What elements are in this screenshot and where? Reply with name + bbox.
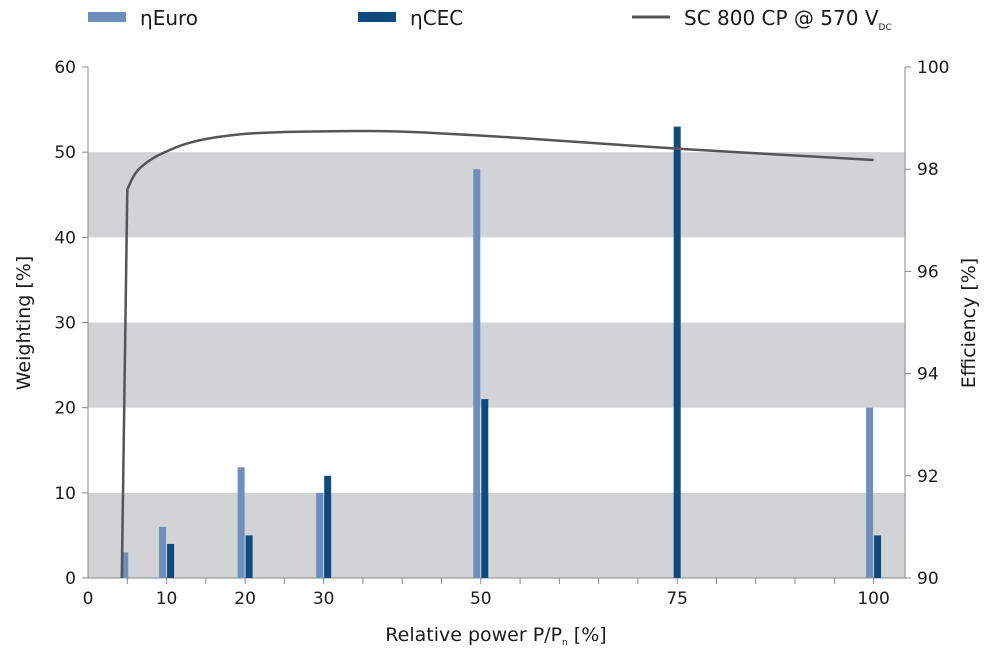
shaded-band [88, 322, 905, 408]
axes [82, 66, 911, 584]
y-axis-title: Weighting [%] [13, 256, 35, 391]
y2-tick-label: 92 [917, 467, 939, 487]
bar-cec [673, 126, 681, 578]
y2-tick-label: 100 [917, 58, 949, 78]
x-axis-title-main: Relative power P/P [385, 624, 562, 646]
x-tick-label: 100 [857, 589, 889, 609]
shaded-band [88, 152, 905, 238]
shaded-band [88, 492, 905, 578]
legend-label-line: SC 800 CP @ 570 VDC [684, 6, 892, 33]
x-tick-label: 0 [83, 589, 94, 609]
legend-label-cec: ηCEC [410, 6, 463, 30]
bar-cec [874, 535, 882, 578]
y-tick-label: 30 [54, 314, 76, 334]
x-axis-title-sub: n [562, 638, 568, 648]
efficiency-line [120, 129, 874, 579]
bar-cec [324, 475, 332, 578]
legend: ηEuro ηCEC SC 800 CP @ 570 VDC [88, 6, 892, 33]
bar-cec [245, 535, 253, 578]
y2-axis-title: Efficiency [%] [958, 258, 980, 388]
y2-tick-label: 94 [917, 365, 939, 385]
y-tick-label: 40 [54, 228, 76, 248]
y-tick-label: 20 [54, 399, 76, 419]
bars [121, 126, 882, 578]
y-tick-label: 60 [54, 58, 76, 78]
bar-cec [167, 543, 175, 578]
bar-euro [316, 492, 324, 578]
legend-swatch-euro [88, 12, 126, 22]
tick-labels: 0 10 20 30 50 75 100 0 10 20 30 40 50 60 90 92 94 96 98 100 [54, 58, 949, 609]
bar-euro [866, 407, 874, 578]
efficiency-curve [120, 129, 874, 579]
legend-swatch-cec [358, 12, 396, 22]
x-tick-label: 50 [470, 589, 492, 609]
bar-cec [481, 399, 489, 578]
y2-tick-label: 90 [917, 569, 939, 589]
y-tick-label: 0 [65, 569, 76, 589]
x-tick-label: 30 [313, 589, 335, 609]
bar-euro [159, 526, 167, 578]
y-tick-label: 50 [54, 143, 76, 163]
x-tick-label: 75 [666, 589, 688, 609]
shaded-bands [88, 152, 905, 578]
y-tick-label: 10 [54, 484, 76, 504]
legend-label-euro: ηEuro [140, 6, 198, 30]
x-tick-label: 10 [156, 589, 178, 609]
bar-euro [121, 552, 129, 578]
x-axis-title: Relative power P/Pn [%] [385, 624, 606, 648]
x-tick-label: 20 [234, 589, 256, 609]
bar-euro [237, 467, 245, 578]
bar-euro [473, 169, 481, 578]
y2-tick-label: 98 [917, 160, 939, 180]
y2-tick-label: 96 [917, 262, 939, 282]
x-axis-title-unit: [%] [568, 624, 607, 646]
